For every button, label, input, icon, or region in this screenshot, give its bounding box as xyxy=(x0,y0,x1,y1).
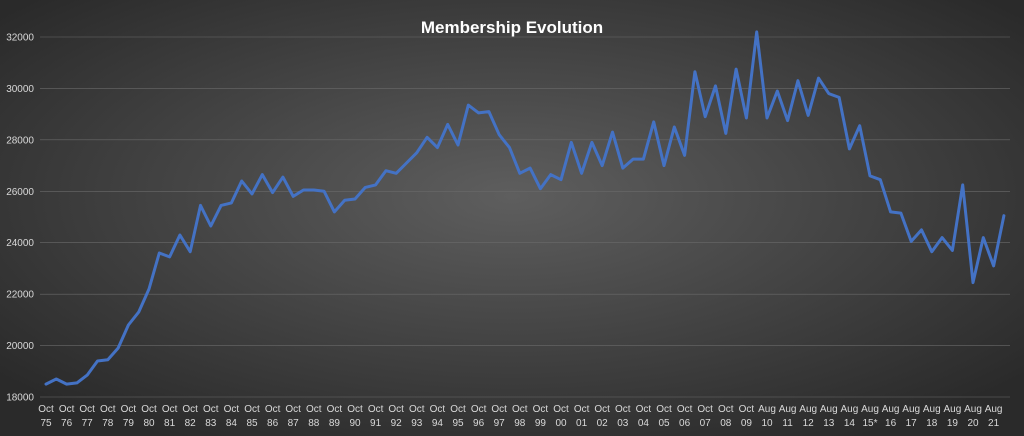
x-tick-label: Aug 17 xyxy=(902,404,920,429)
y-tick-label: 26000 xyxy=(6,187,34,198)
x-tick-label: Oct 94 xyxy=(430,404,446,429)
x-tick-label: Oct 99 xyxy=(533,404,549,429)
x-tick-label: Oct 93 xyxy=(409,404,425,429)
x-tick-label: Oct 79 xyxy=(121,404,137,429)
x-tick-label: Oct 96 xyxy=(471,404,487,429)
x-tick-label: Aug 19 xyxy=(944,404,962,429)
x-tick-label: Oct 98 xyxy=(512,404,528,429)
x-tick-label: Oct 07 xyxy=(697,404,713,429)
x-tick-label: Aug 14 xyxy=(841,404,859,429)
x-tick-label: Oct 95 xyxy=(450,404,466,429)
y-tick-label: 24000 xyxy=(6,238,34,249)
x-tick-label: Oct 00 xyxy=(553,404,569,429)
y-tick-label: 30000 xyxy=(6,84,34,95)
x-tick-label: Oct 88 xyxy=(306,404,322,429)
data-line xyxy=(44,30,1006,386)
x-tick-label: Oct 02 xyxy=(594,404,610,429)
y-tick-label: 22000 xyxy=(6,290,34,301)
x-tick-label: Oct 76 xyxy=(59,404,75,429)
x-tick-label: Oct 78 xyxy=(100,404,116,429)
x-tick-label: Oct 09 xyxy=(739,404,755,429)
x-tick-label: Oct 80 xyxy=(141,404,157,429)
x-tick-label: Aug 16 xyxy=(882,404,900,429)
chart-title: Membership Evolution xyxy=(421,18,603,37)
x-tick-label: Oct 05 xyxy=(656,404,672,429)
x-tick-label: Aug 15* xyxy=(861,404,879,429)
x-tick-label: Oct 82 xyxy=(182,404,198,429)
x-tick-label: Oct 91 xyxy=(368,404,384,429)
x-tick-label: Oct 86 xyxy=(265,404,281,429)
x-tick-label: Oct 08 xyxy=(718,404,734,429)
x-tick-label: Oct 77 xyxy=(79,404,95,429)
x-tick-label: Aug 10 xyxy=(758,404,776,429)
x-tick-label: Oct 97 xyxy=(491,404,507,429)
x-tick-label: Oct 75 xyxy=(38,404,54,429)
x-tick-label: Oct 06 xyxy=(677,404,693,429)
x-tick-label: Oct 04 xyxy=(636,404,652,429)
x-tick-label: Oct 01 xyxy=(574,404,590,429)
x-tick-label: Oct 90 xyxy=(347,404,363,429)
y-tick-label: 28000 xyxy=(6,135,34,146)
x-tick-label: Aug 11 xyxy=(779,404,797,429)
x-tick-label: Oct 87 xyxy=(285,404,301,429)
grid: 18000 20000 22000 24000 26000 28000 30000 32000 xyxy=(6,33,1010,404)
x-tick-label: Oct 81 xyxy=(162,404,178,429)
x-tick-label: Aug 20 xyxy=(964,404,982,429)
x-tick-label: Oct 03 xyxy=(615,404,631,429)
y-tick-label: 20000 xyxy=(6,341,34,352)
y-tick-label: 18000 xyxy=(6,393,34,404)
x-tick-label: Aug 18 xyxy=(923,404,941,429)
x-tick-label: Aug 21 xyxy=(985,404,1003,429)
x-tick-label: Oct 84 xyxy=(224,404,240,429)
x-tick-label: Aug 12 xyxy=(799,404,817,429)
x-tick-label: Oct 83 xyxy=(203,404,219,429)
x-tick-label: Aug 13 xyxy=(820,404,838,429)
x-tick-label: Oct 92 xyxy=(388,404,404,429)
x-tick-label: Oct 85 xyxy=(244,404,260,429)
x-tick-label: Oct 89 xyxy=(327,404,343,429)
y-tick-label: 32000 xyxy=(6,33,34,44)
